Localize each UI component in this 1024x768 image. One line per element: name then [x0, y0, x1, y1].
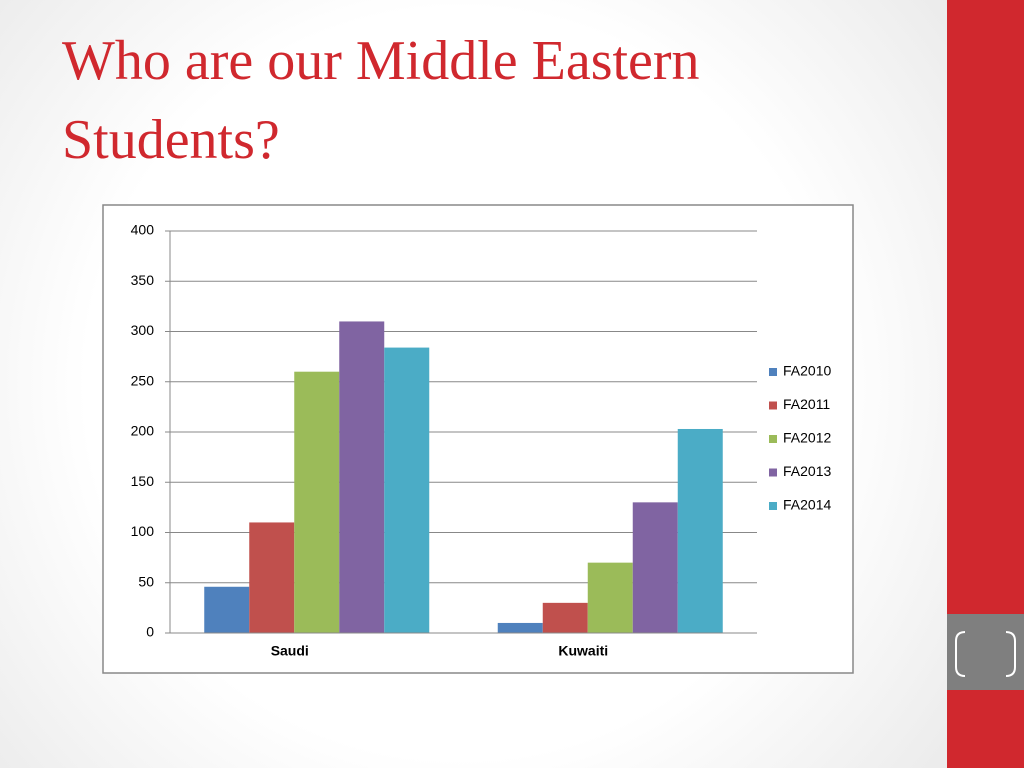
x-tick-label: Saudi	[271, 643, 309, 659]
bar	[384, 347, 430, 633]
y-tick-label: 100	[131, 523, 155, 539]
legend-label: FA2011	[783, 396, 830, 412]
y-tick-label: 400	[131, 222, 155, 238]
bar	[294, 371, 340, 633]
legend-swatch	[769, 368, 777, 376]
legend-label: FA2014	[783, 497, 831, 513]
bar	[339, 321, 385, 633]
bar	[632, 502, 678, 633]
y-tick-label: 300	[131, 322, 155, 338]
bar	[204, 586, 250, 633]
legend-label: FA2012	[783, 430, 831, 446]
bar	[587, 562, 633, 633]
slide-number-box	[947, 614, 1024, 690]
bracket-icon	[955, 631, 1016, 677]
legend-swatch	[769, 468, 777, 477]
bar	[249, 522, 295, 633]
chart: 0 50 100 150 200 250 300 350 400 Saudi Kuwaiti FA20…	[102, 204, 854, 674]
x-tick-label: Kuwaiti	[558, 643, 608, 659]
slide-title: Who are our Middle Eastern Students?	[62, 30, 700, 171]
y-tick-label: 350	[131, 272, 155, 288]
y-tick-label: 150	[131, 473, 155, 489]
y-tick-label: 200	[131, 423, 155, 439]
bar	[677, 428, 723, 633]
bar	[497, 622, 543, 633]
y-tick-label: 250	[131, 372, 155, 388]
legend-swatch	[769, 435, 777, 443]
bar	[542, 602, 588, 633]
y-tick-label: 0	[146, 624, 154, 640]
legend-label: FA2010	[783, 363, 831, 379]
legend-swatch	[769, 502, 777, 510]
legend-label: FA2013	[783, 463, 831, 479]
legend-swatch	[769, 401, 777, 410]
y-tick-label: 50	[138, 573, 154, 589]
